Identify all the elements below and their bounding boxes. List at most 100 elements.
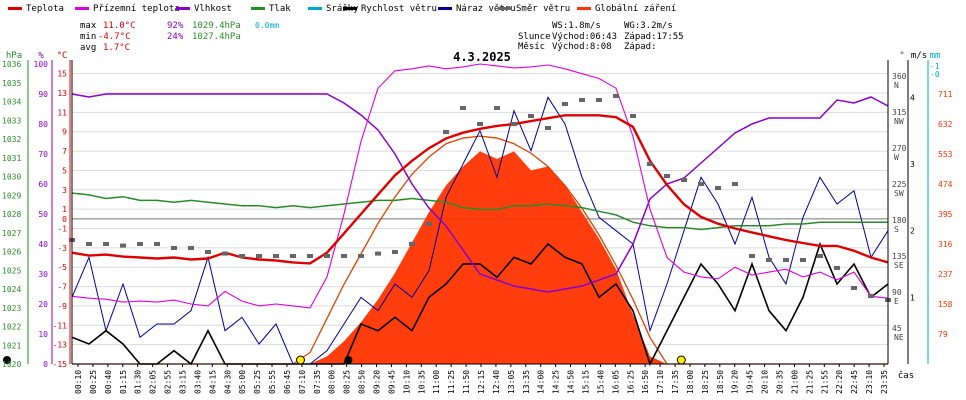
tick-label-temp: -1	[57, 225, 67, 234]
point-smer-vetru	[137, 242, 143, 246]
tick-label-pressure: 1028	[2, 210, 21, 219]
axis-degc-label: °C	[57, 51, 68, 61]
stats-max-press: 1029.4hPa	[192, 21, 241, 31]
x-tick-label: 11:25	[447, 370, 456, 394]
point-smer-vetru	[562, 102, 568, 106]
legend: Teplota Přízemní teplota Vlhkost Tlak Srážky…	[8, 4, 676, 14]
axis-mm-label: mm	[930, 51, 941, 61]
chart-title: 4.3.2025	[453, 50, 511, 64]
tick-label-temp: -13	[53, 341, 68, 350]
point-smer-vetru	[613, 94, 619, 98]
tick-label-direction: 225	[892, 180, 907, 189]
stats-min-temp: -4.7°C	[98, 32, 131, 42]
x-tick-label: 23:10	[865, 370, 874, 394]
x-tick-label: 16:05	[611, 370, 620, 394]
point-smer-vetru	[409, 242, 415, 246]
legend-label-vlhkost: Vlhkost	[194, 4, 232, 14]
x-tick-label: 19:20	[731, 370, 740, 394]
tick-label-direction-name: SW	[894, 189, 904, 198]
x-tick-label: 07:10	[298, 370, 307, 394]
stats-avg-label: avg	[80, 43, 96, 53]
series-tlak	[71, 192, 888, 231]
tick-label-direction: 315	[892, 108, 907, 117]
tick-label-radiation: 711	[938, 90, 953, 99]
tick-label-radiation: 158	[938, 300, 953, 309]
tick-label-wind: 3	[910, 160, 915, 169]
tick-label-direction: 270	[892, 144, 907, 153]
tick-label-humidity: 80	[38, 120, 48, 129]
x-tick-label: 18:25	[701, 370, 710, 394]
point-smer-vetru	[698, 182, 704, 186]
legend-label-smer: Směr větru	[516, 4, 570, 14]
tick-label-pressure: 1021	[2, 341, 21, 350]
x-tick-label: 00:25	[89, 370, 98, 394]
tick-label-direction-name: NW	[894, 117, 904, 126]
x-tick-label: 21:00	[790, 370, 799, 394]
point-smer-vetru	[426, 222, 432, 226]
sunset-marker	[676, 355, 686, 365]
tick-label-pressure: 1033	[2, 116, 21, 125]
tick-label-radiation: 632	[938, 120, 953, 129]
x-tick-label: 08:25	[343, 370, 352, 394]
moonset-marker	[3, 356, 11, 364]
point-smer-vetru	[324, 254, 330, 258]
axis-cas-label: čas	[898, 370, 914, 381]
tick-label-pressure: 1023	[2, 304, 21, 313]
point-smer-vetru	[834, 266, 840, 270]
stats-max-hum: 92%	[167, 21, 184, 31]
tick-label-radiation: 316	[938, 240, 953, 249]
x-tick-label: 01:15	[119, 370, 128, 394]
tick-label-pressure: 1035	[2, 79, 21, 88]
x-tick-label: 15:40	[596, 370, 605, 394]
sunrise-marker	[295, 355, 305, 365]
point-smer-vetru	[630, 114, 636, 118]
axis-deg-label: °	[899, 51, 904, 61]
point-smer-vetru	[494, 106, 500, 110]
tick-label-humidity: 10	[38, 330, 48, 339]
ws-value: WS:1.8m/s	[552, 21, 601, 31]
tick-label-humidity: 90	[38, 90, 48, 99]
tick-label-temp: -3	[57, 244, 67, 253]
slunce-label: Slunce	[518, 32, 551, 42]
point-smer-vetru	[868, 294, 874, 298]
tick-label-temp: -9	[57, 302, 67, 311]
x-tick-label: 02:55	[164, 370, 173, 394]
series-rychlost-vetru	[71, 241, 889, 367]
legend-label-pocitova: Přízemní teplota	[93, 4, 180, 14]
axis-ms-label: m/s	[911, 51, 927, 61]
tick-label-temp: -15	[53, 360, 68, 369]
tick-label-pressure: 1022	[2, 323, 21, 332]
x-tick-label: 08:50	[358, 370, 367, 394]
point-smer-vetru	[749, 254, 755, 258]
legend-swatch-smer	[498, 7, 512, 10]
plot-layer	[3, 63, 891, 367]
sun-moon-block: WS:1.8m/s WG:3.2m/s Slunce Východ:06:43 …	[518, 21, 684, 52]
x-tick-label: 03:40	[193, 370, 202, 394]
tick-label-pressure: 1030	[2, 173, 21, 182]
tick-label-pressure: 1034	[2, 98, 21, 107]
tick-label-pressure: 1020	[2, 360, 21, 369]
tick-label-humidity: 50	[38, 210, 48, 219]
x-tick-label: 01:30	[134, 370, 143, 394]
x-tick-label: 13:35	[522, 370, 531, 394]
tick-label-temp: -11	[53, 321, 68, 330]
tick-label-temp: -5	[57, 263, 67, 272]
tick-label-temp: 15	[57, 70, 67, 79]
tick-label-direction: 360	[892, 72, 907, 81]
x-tick-label: 04:15	[208, 370, 217, 394]
tick-label-temp: -7	[57, 283, 67, 292]
tick-label-wind: 4	[910, 93, 915, 102]
legend-swatch-tlak	[251, 7, 265, 10]
stats-min-hum: 24%	[167, 32, 184, 42]
point-smer-vetru	[851, 286, 857, 290]
point-smer-vetru	[528, 114, 534, 118]
point-smer-vetru	[290, 254, 296, 258]
moonrise-marker	[344, 356, 353, 364]
tick-label-direction-name: NE	[894, 333, 904, 342]
legend-swatch-pocitova	[75, 7, 89, 10]
x-tick-label: 19:45	[746, 370, 755, 394]
legend-label-teplota: Teplota	[26, 4, 64, 14]
legend-label-rychlost: Rychlost větru	[361, 4, 437, 14]
tick-label-direction-name: SE	[894, 261, 904, 270]
x-tick-label: 14:00	[537, 370, 546, 394]
